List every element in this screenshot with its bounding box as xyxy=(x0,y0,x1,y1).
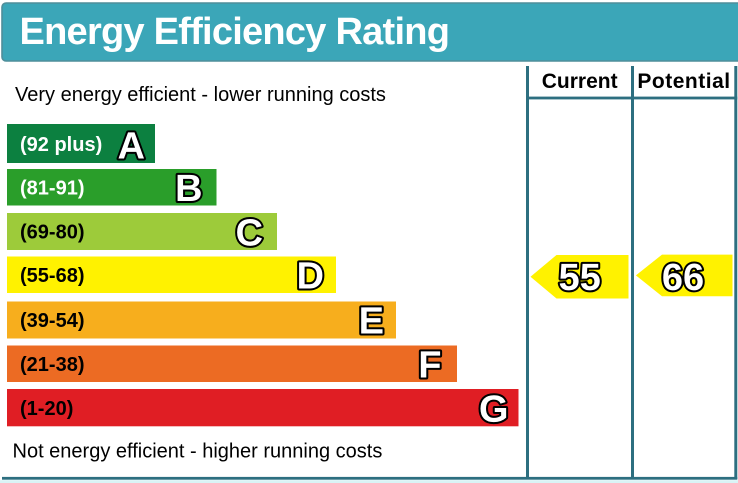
svg-text:Current: Current xyxy=(542,70,618,93)
svg-text:(55-68): (55-68) xyxy=(20,265,84,287)
svg-text:(39-54): (39-54) xyxy=(20,310,84,332)
svg-text:(69-80): (69-80) xyxy=(20,222,84,244)
svg-text:Energy Efficiency Rating: Energy Efficiency Rating xyxy=(20,11,450,53)
svg-text:(81-91): (81-91) xyxy=(20,178,84,200)
svg-text:(92 plus): (92 plus) xyxy=(20,134,102,156)
svg-text:(21-38): (21-38) xyxy=(20,354,84,376)
svg-text:(1-20): (1-20) xyxy=(20,398,73,420)
svg-text:Potential: Potential xyxy=(637,70,730,93)
svg-text:Not energy efficient - higher: Not energy efficient - higher running co… xyxy=(13,441,383,463)
svg-text:Very energy efficient - lower: Very energy efficient - lower running co… xyxy=(15,84,386,106)
